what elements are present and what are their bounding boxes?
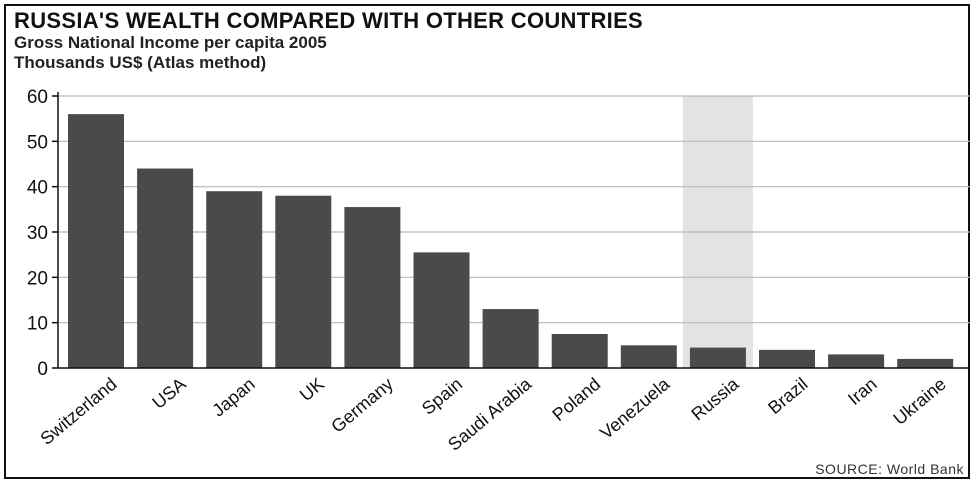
y-tick-label: 40 — [27, 178, 48, 199]
y-tick-label: 60 — [27, 87, 48, 108]
bar-brazil — [759, 349, 816, 368]
y-tick-label: 0 — [37, 359, 48, 380]
bar-saudi-arabia — [482, 309, 539, 368]
x-tick-label: USA — [148, 374, 189, 413]
axis-layer — [57, 92, 970, 369]
bar-japan — [206, 191, 263, 368]
bar-spain — [413, 252, 470, 368]
x-tick-label: Brazil — [764, 374, 811, 418]
bar-layer — [68, 114, 954, 368]
chart-title: RUSSIA'S WEALTH COMPARED WITH OTHER COUN… — [14, 8, 644, 33]
x-tick-label: Ukraine — [889, 374, 949, 429]
x-tick-label: UK — [296, 374, 328, 405]
bar-russia — [689, 347, 746, 368]
y-tick-label: 10 — [27, 314, 48, 335]
x-tick-label: Germany — [327, 374, 397, 437]
source-note: SOURCE: World Bank — [815, 461, 964, 477]
x-tick-label: Japan — [208, 374, 258, 421]
bar-ukraine — [897, 358, 954, 368]
y-tick-label-layer: 0 10 20 30 40 50 60 — [27, 87, 48, 380]
y-tick-label: 50 — [27, 132, 48, 153]
y-tick-label: 30 — [27, 223, 48, 244]
y-axis-label: Thousands US$ (Atlas method) — [14, 53, 267, 72]
x-tick-label: Spain — [418, 374, 466, 419]
y-tick-label: 20 — [27, 268, 48, 289]
chart-subtitle: Gross National Income per capita 2005 — [14, 33, 327, 52]
bar-usa — [137, 168, 194, 368]
bar-uk — [275, 195, 332, 368]
x-tick-label: Russia — [687, 373, 743, 424]
x-tick-label: Iran — [844, 374, 881, 409]
bar-germany — [344, 207, 401, 368]
x-tick-label: Switzerland — [36, 374, 120, 449]
bar-venezuela — [620, 345, 677, 368]
x-tick-label: Poland — [548, 374, 604, 425]
bar-iran — [828, 354, 885, 368]
bar-switzerland — [68, 114, 124, 368]
x-tick-label: Venezuela — [596, 373, 674, 443]
bar-poland — [551, 334, 608, 368]
